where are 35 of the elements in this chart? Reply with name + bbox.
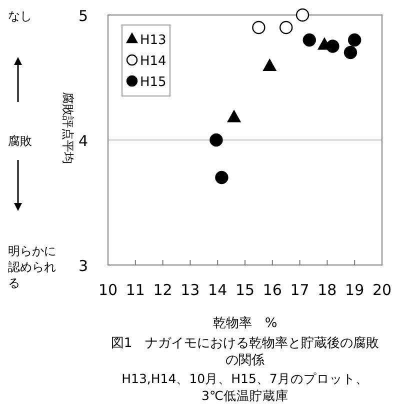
x-tick-label: 16 xyxy=(262,281,282,299)
x-tick-label: 15 xyxy=(235,281,255,299)
point xyxy=(296,8,310,22)
y-tick-label: 3 xyxy=(78,257,88,275)
point xyxy=(344,46,358,60)
legend-label: H14 xyxy=(140,54,166,69)
y-tick-label: 4 xyxy=(78,132,88,150)
point xyxy=(280,20,293,34)
point xyxy=(263,59,276,72)
point xyxy=(210,133,223,147)
legend-label: H13 xyxy=(140,33,166,48)
text: 明らかに認められる xyxy=(8,244,56,290)
x-tick-label: 10 xyxy=(98,281,118,299)
legend-label: H15 xyxy=(140,75,166,90)
text: なし xyxy=(8,9,32,23)
x-tick-label: 12 xyxy=(153,281,172,299)
y-tick-label: 5 xyxy=(78,7,88,25)
point xyxy=(302,33,316,47)
point xyxy=(252,20,266,34)
point xyxy=(348,33,362,47)
x-tick-label: 19 xyxy=(345,281,364,299)
point xyxy=(215,170,228,184)
x-tick-label: 11 xyxy=(126,281,145,299)
x-tick-label: 20 xyxy=(372,281,392,299)
y-axis-title: 腐敗評点平均 xyxy=(61,92,75,164)
x-tick-label: 18 xyxy=(318,281,337,299)
point xyxy=(227,110,241,122)
text: H13,H14、10月、H15、7月のプロット、3℃低温貯蔵庫 xyxy=(122,371,368,403)
text: 腐敗 xyxy=(8,134,32,148)
x-tick-label: 17 xyxy=(290,281,310,299)
text: 図1 ナガイモにおける乾物率と貯蔵後の腐敗の関係 xyxy=(110,335,380,368)
x-tick-label: 13 xyxy=(180,281,200,299)
point xyxy=(326,40,340,53)
x-tick-label: 14 xyxy=(208,281,228,299)
x-axis-title: 乾物率 % xyxy=(212,315,278,331)
